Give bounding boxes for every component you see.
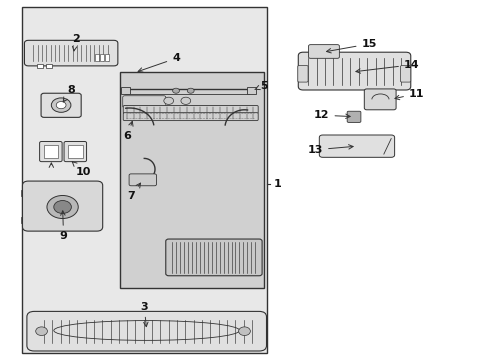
FancyBboxPatch shape: [27, 311, 266, 351]
Circle shape: [172, 88, 179, 93]
Bar: [68, 145, 82, 158]
FancyBboxPatch shape: [129, 174, 156, 186]
Circle shape: [163, 97, 173, 104]
Bar: [121, 87, 130, 94]
FancyBboxPatch shape: [297, 66, 307, 82]
Text: 12: 12: [313, 110, 349, 120]
Text: 10: 10: [72, 162, 91, 177]
Text: 4: 4: [138, 53, 180, 72]
FancyBboxPatch shape: [400, 66, 410, 82]
Text: 7: 7: [127, 183, 140, 201]
Circle shape: [54, 201, 71, 213]
Circle shape: [36, 327, 47, 336]
Bar: [43, 145, 58, 158]
Circle shape: [187, 88, 194, 93]
FancyBboxPatch shape: [165, 239, 262, 276]
Circle shape: [51, 98, 71, 112]
FancyBboxPatch shape: [64, 141, 86, 162]
Text: 1: 1: [273, 179, 281, 189]
FancyBboxPatch shape: [364, 89, 395, 110]
Bar: [246, 87, 255, 94]
FancyBboxPatch shape: [346, 111, 360, 122]
Bar: [105, 54, 109, 61]
FancyBboxPatch shape: [40, 141, 62, 162]
FancyBboxPatch shape: [319, 135, 394, 157]
FancyBboxPatch shape: [308, 45, 339, 58]
Circle shape: [238, 327, 250, 336]
Bar: [21, 217, 30, 223]
Bar: [95, 54, 99, 61]
Text: 11: 11: [394, 89, 424, 100]
Circle shape: [181, 97, 190, 104]
FancyBboxPatch shape: [123, 105, 258, 113]
Bar: [21, 190, 30, 196]
Circle shape: [56, 102, 66, 109]
Bar: [37, 64, 42, 68]
Text: 15: 15: [326, 39, 376, 53]
Circle shape: [47, 195, 78, 219]
Text: 8: 8: [63, 85, 75, 102]
FancyBboxPatch shape: [22, 181, 102, 231]
FancyBboxPatch shape: [24, 40, 118, 66]
Text: 6: 6: [123, 121, 133, 141]
Bar: [100, 54, 104, 61]
Text: 14: 14: [355, 60, 419, 73]
Bar: [46, 64, 52, 68]
FancyBboxPatch shape: [41, 93, 81, 117]
FancyBboxPatch shape: [122, 96, 165, 108]
FancyBboxPatch shape: [123, 113, 258, 121]
Bar: [22, 7, 266, 353]
Text: 3: 3: [140, 302, 148, 327]
FancyBboxPatch shape: [298, 52, 410, 90]
Bar: [120, 72, 264, 288]
Text: 13: 13: [307, 145, 352, 155]
Text: 9: 9: [60, 211, 67, 241]
Text: 5: 5: [254, 81, 267, 91]
Text: 2: 2: [72, 34, 80, 51]
